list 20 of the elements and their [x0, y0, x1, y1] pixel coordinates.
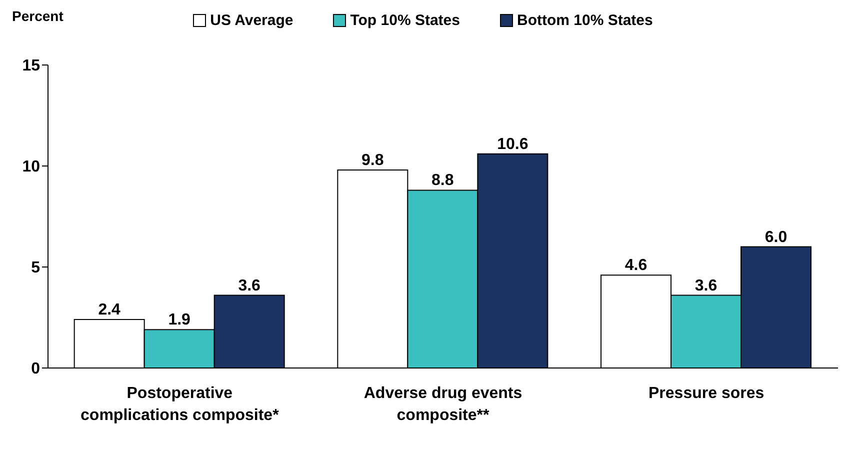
y-tick-label: 5: [31, 260, 40, 277]
data-label: 8.8: [432, 172, 454, 190]
y-tick-label: 0: [31, 360, 40, 378]
data-label: 3.6: [694, 277, 718, 294]
data-label: 10.6: [497, 136, 528, 153]
legend-label: Top 10% States: [350, 12, 460, 29]
legend-label: Bottom 10% States: [516, 12, 653, 29]
y-axis-title: Percent: [12, 8, 64, 24]
data-label: 4.6: [624, 257, 648, 274]
y-tick-label: 10: [22, 158, 40, 176]
y-tick-label: 15: [22, 58, 40, 75]
data-label: 1.9: [168, 312, 191, 329]
x-tick-label: Adverse drug events composite**: [364, 385, 522, 424]
legend-label: US Average: [210, 12, 294, 29]
data-label: 9.8: [362, 152, 384, 170]
x-tick-label: Postoperative complications composite*: [80, 385, 280, 424]
data-label: 3.6: [238, 277, 261, 294]
data-label: 6.0: [764, 228, 788, 246]
data-label: 2.4: [98, 302, 121, 319]
x-tick-label: Pressure sores: [648, 385, 764, 402]
